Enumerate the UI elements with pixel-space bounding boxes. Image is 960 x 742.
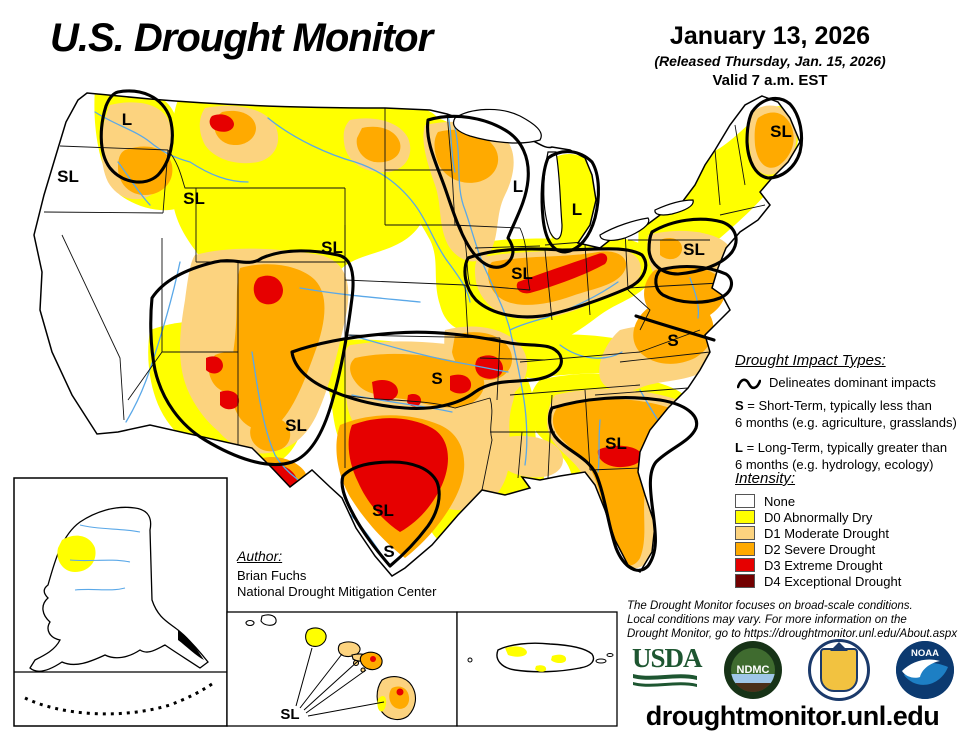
impact-label: S [383,542,394,561]
squiggle-line-icon [737,378,761,389]
intensity-item-d3: D3 Extreme Drought [735,557,957,573]
map-date: January 13, 2026 [669,22,871,50]
usda-stripes-icon [633,673,697,687]
short-term-key: S [735,398,744,413]
long-term-definition: L = Long-Term, typically greater than 6 m… [735,440,957,473]
conus-outline [33,92,801,577]
impact-label: L [572,200,582,219]
author-name: Brian Fuchs [237,567,307,583]
impact-type-labels: L SL SL SL L L SL SL SL S S SL SL S SL S… [57,110,792,723]
site-url: droughtmonitor.unl.edu [645,701,940,731]
commerce-seal-logo [808,639,870,701]
alaska-rivers [69,524,141,591]
impact-label: SL [683,240,705,259]
intensity-label: D1 Moderate Drought [764,525,890,541]
impact-label: SL [372,501,394,520]
impact-label: S [431,369,442,388]
impact-label: SL [321,238,343,257]
intensity-label: D3 Extreme Drought [764,557,883,573]
intensity-label: D0 Abnormally Dry [764,509,873,525]
hawaii-islands [245,614,417,721]
swatch-d2 [735,542,755,556]
impact-label: SL [511,264,533,283]
long-term-line2: 6 months (e.g. hydrology, ecology) [735,456,934,472]
intensity-label: D2 Severe Drought [764,541,876,557]
author-block: Author: Brian Fuchs National Drought Mit… [237,548,436,600]
release-date: (Released Thursday, Jan. 15, 2026) [654,52,886,69]
ndmc-logo: NDMC [724,641,782,699]
ndmc-wordmark: NDMC [736,664,770,676]
disclaimer-line2: Local conditions may vary. For more info… [627,614,907,627]
author-org: National Drought Mitigation Center [237,583,437,599]
page-title: U.S. Drought Monitor [50,16,433,60]
alaska-inset [13,477,228,727]
intensity-item-d4: D4 Exceptional Drought [735,573,957,589]
impact-label: SL [285,416,307,435]
impact-legend-heading: Drought Impact Types: [735,352,886,369]
intensity-heading: Intensity: [735,470,796,487]
usda-logo: USDA [632,643,703,693]
swatch-d4 [735,574,755,588]
swatch-d0 [735,510,755,524]
long-term-key: L [735,440,743,456]
intensity-item-d1: D1 Moderate Drought [735,525,957,541]
commerce-shield [820,642,858,692]
alaska-panhandle [178,630,204,660]
intensity-item-d0: D0 Abnormally Dry [735,509,957,525]
delineates-row: Delineates dominant impacts [737,375,957,390]
state-borders [43,108,766,491]
impact-label: L [513,177,523,196]
alaska-d0-patch [57,535,96,572]
commerce-eagle-icon [830,642,848,651]
swatch-d3 [735,558,755,572]
usda-wordmark: USDA [632,643,703,674]
puerto-rico-d0-patches [505,646,567,672]
disclaimer-line3: Drought Monitor, go to https://droughtmo… [627,628,958,641]
impact-label: SL [183,189,205,208]
swatch-d1 [735,526,755,540]
short-term-line2: 6 months (e.g. agriculture, grasslands) [735,414,957,430]
ndmc-inner-circle: NDMC [731,648,775,692]
impact-label: SL [770,122,792,141]
impact-delineation-outlines [99,89,804,572]
d3-areas [206,114,642,532]
intensity-legend: Intensity: None D0 Abnormally Dry D1 Mod… [735,470,957,589]
impact-label: SL [605,434,627,453]
date-block: January 13, 2026 (Released Thursday, Jan… [610,22,930,89]
impact-legend: Drought Impact Types: Delineates dominan… [735,352,957,483]
disclaimer: The Drought Monitor focuses on broad-sca… [627,599,959,641]
impact-label: L [122,110,132,129]
impact-label: S [667,331,678,350]
noaa-wordmark: NOAA [911,648,939,659]
noaa-logo: NOAA [896,641,954,699]
valid-time: Valid 7 a.m. EST [712,71,828,89]
ndmc-wave [731,674,775,684]
intensity-label: D4 Exceptional Drought [764,573,902,589]
noaa-emblem-icon: NOAA [896,641,954,699]
long-term-line1: = Long-Term, typically greater than [742,440,948,456]
impact-label: SL [57,167,79,186]
puerto-rico-small-islands [467,653,614,664]
puerto-rico-inset [456,611,618,727]
short-term-definition: S = Short-Term, typically less than 6 mon… [735,398,957,431]
swatch-none [735,494,755,508]
intensity-label: None [764,493,796,509]
hawaii-inset [226,611,458,727]
disclaimer-line1: The Drought Monitor focuses on broad-sca… [627,600,913,612]
short-term-line1: = Short-Term, typically less than [743,398,932,413]
intensity-item-none: None [735,493,957,509]
agency-logos: USDA NDMC NOAA [632,639,954,701]
impact-label-hawaii: SL [280,706,299,723]
intensity-item-d2: D2 Severe Drought [735,541,957,557]
delineates-label: Delineates dominant impacts [769,375,936,390]
author-heading: Author: [237,548,283,564]
hawaii-pointer-lines [295,647,385,717]
ndmc-ground [731,683,775,692]
aleutian-islands [24,682,213,716]
